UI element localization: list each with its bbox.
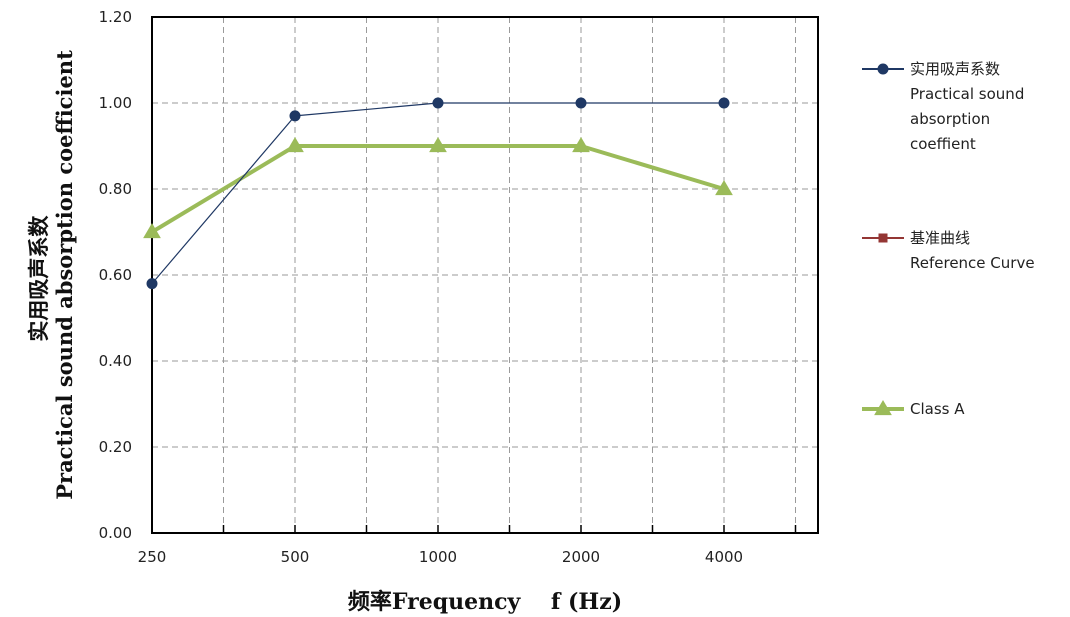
data-point: [146, 278, 158, 290]
y-tick-label: 0.60: [99, 266, 132, 284]
legend-label: Reference Curve: [910, 254, 1035, 272]
y-tick-label: 1.00: [99, 94, 132, 112]
plot-area: [151, 16, 819, 534]
y-tick-labels: 0.00 0.20 0.40 0.60 0.80 1.00 1.20: [99, 8, 132, 542]
y-tick-label: 0.20: [99, 438, 132, 456]
x-tick-label: 2000: [562, 548, 600, 566]
y-axis-title-cn: 实用吸声系数: [26, 215, 51, 342]
data-point: [286, 137, 304, 153]
data-point: [429, 137, 447, 153]
legend-label: coeffient: [910, 135, 976, 153]
x-tick-label: 250: [138, 548, 167, 566]
x-minor-ticks: [222, 525, 797, 533]
grid-lines: [152, 17, 818, 533]
x-tick-labels: 250 500 1000 2000 4000: [138, 548, 743, 566]
data-point: [575, 97, 587, 109]
series-layer: [143, 97, 733, 290]
legend-label: 实用吸声系数: [910, 60, 1000, 78]
legend-label: absorption: [910, 110, 990, 128]
legend-label: Practical sound: [910, 85, 1024, 103]
legend: 实用吸声系数 Practical sound absorption coeffient…: [862, 60, 1035, 418]
y-axis-title-en: Practical sound absorption coefficient: [52, 50, 77, 500]
data-point: [572, 137, 590, 153]
y-tick-label: 0.40: [99, 352, 132, 370]
x-tick-label: 1000: [419, 548, 457, 566]
series-2: [143, 137, 733, 239]
y-tick-label: 0.80: [99, 180, 132, 198]
x-axis-title: 频率Frequency f (Hz): [348, 589, 622, 615]
data-point: [877, 63, 889, 75]
legend-label: 基准曲线: [910, 229, 970, 247]
data-point: [874, 400, 892, 416]
x-tick-label: 500: [281, 548, 310, 566]
data-point: [718, 97, 730, 109]
legend-entry: 基准曲线 Reference Curve: [862, 229, 1035, 272]
y-axis-title: 实用吸声系数 Practical sound absorption coeffi…: [26, 50, 77, 500]
legend-label: Class A: [910, 400, 965, 418]
x-tick-label: 4000: [705, 548, 743, 566]
data-point: [143, 223, 161, 239]
data-point: [289, 110, 301, 122]
y-tick-label: 1.20: [99, 8, 132, 26]
data-point: [715, 180, 733, 196]
series-0: [146, 97, 730, 290]
data-point: [432, 97, 444, 109]
legend-entry: Class A: [862, 400, 965, 418]
data-point: [878, 233, 888, 243]
legend-entry: 实用吸声系数 Practical sound absorption coeffient: [862, 60, 1024, 153]
y-tick-label: 0.00: [99, 524, 132, 542]
